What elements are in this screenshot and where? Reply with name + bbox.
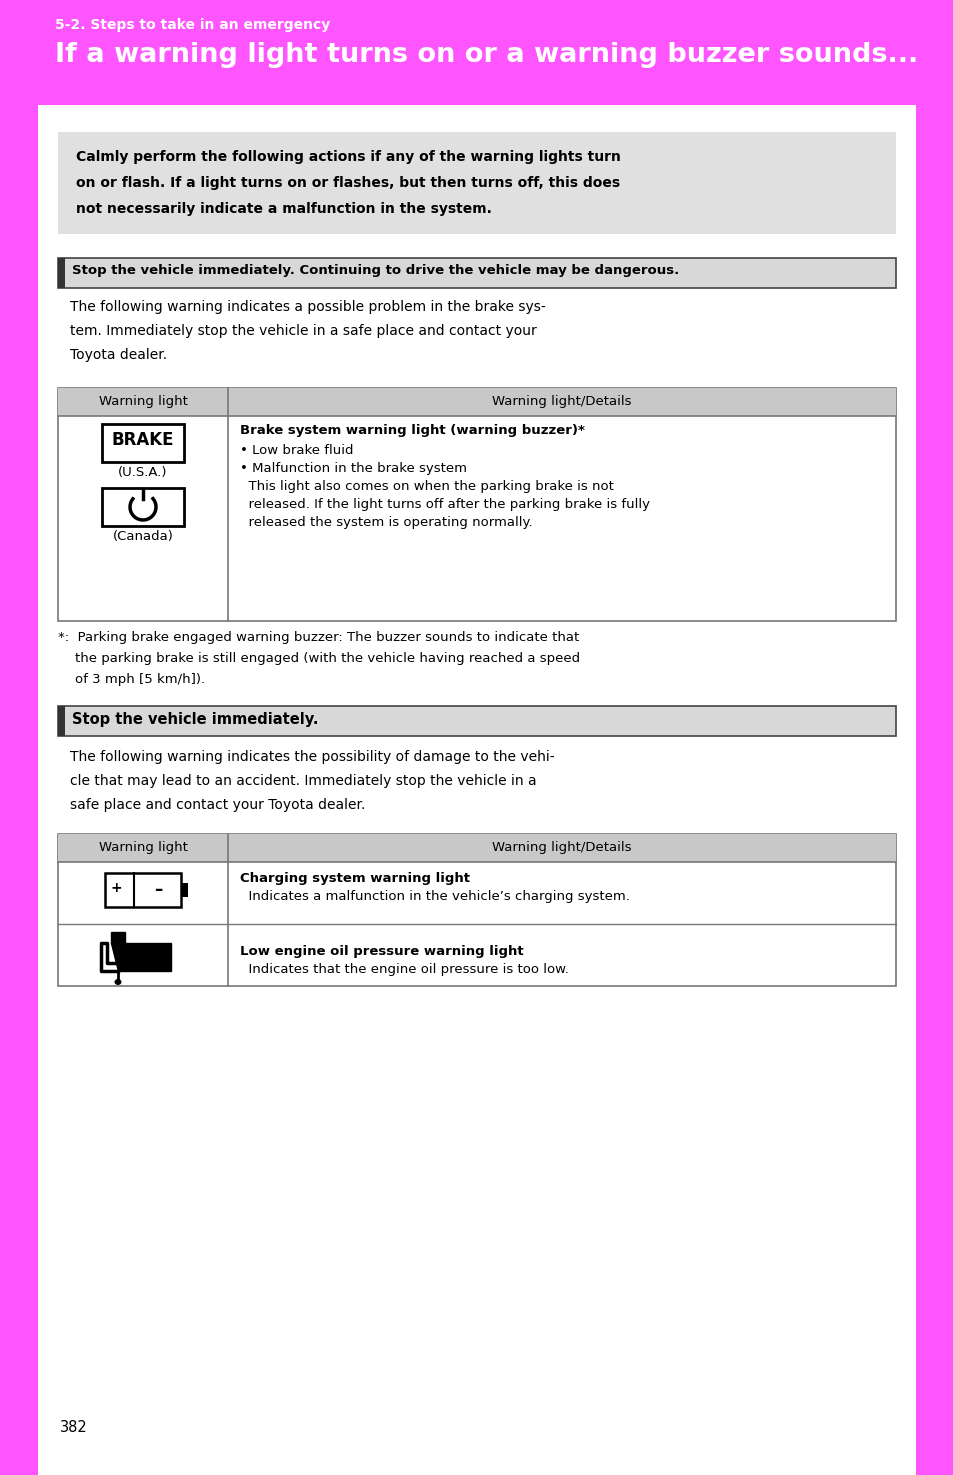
Bar — [0, 105, 38, 1475]
Bar — [58, 388, 895, 416]
Bar — [58, 833, 895, 985]
Text: Warning light/Details: Warning light/Details — [492, 395, 631, 409]
Text: 382: 382 — [60, 1420, 88, 1435]
Text: Stop the vehicle immediately. Continuing to drive the vehicle may be dangerous.: Stop the vehicle immediately. Continuing… — [71, 264, 679, 277]
Text: –: – — [154, 881, 162, 898]
Bar — [102, 423, 184, 462]
Bar — [58, 388, 895, 621]
Text: Stop the vehicle immediately.: Stop the vehicle immediately. — [71, 712, 318, 727]
Text: Warning light/Details: Warning light/Details — [492, 841, 631, 854]
Text: (U.S.A.): (U.S.A.) — [118, 466, 168, 479]
Bar — [58, 258, 895, 288]
Text: Indicates that the engine oil pressure is too low.: Indicates that the engine oil pressure i… — [240, 963, 568, 976]
Bar — [58, 833, 895, 861]
Bar — [0, 0, 953, 105]
Text: tem. Immediately stop the vehicle in a safe place and contact your: tem. Immediately stop the vehicle in a s… — [70, 324, 537, 338]
Bar — [102, 488, 184, 527]
Text: released the system is operating normally.: released the system is operating normall… — [240, 516, 532, 530]
Text: • Malfunction in the brake system: • Malfunction in the brake system — [240, 462, 467, 475]
Text: of 3 mph [5 km/h]).: of 3 mph [5 km/h]). — [58, 673, 205, 686]
Text: The following warning indicates the possibility of damage to the vehi-: The following warning indicates the poss… — [70, 749, 554, 764]
Text: • Low brake fluid: • Low brake fluid — [240, 444, 354, 457]
Text: This light also comes on when the parking brake is not: This light also comes on when the parkin… — [240, 479, 613, 493]
Text: on or flash. If a light turns on or flashes, but then turns off, this does: on or flash. If a light turns on or flas… — [76, 176, 619, 190]
Polygon shape — [111, 932, 125, 943]
Text: safe place and contact your Toyota dealer.: safe place and contact your Toyota deale… — [70, 798, 365, 813]
Text: *:  Parking brake engaged warning buzzer: The buzzer sounds to indicate that: *: Parking brake engaged warning buzzer:… — [58, 631, 578, 645]
Text: not necessarily indicate a malfunction in the system.: not necessarily indicate a malfunction i… — [76, 202, 492, 215]
Bar — [58, 131, 895, 235]
Ellipse shape — [114, 979, 121, 985]
Text: The following warning indicates a possible problem in the brake sys-: The following warning indicates a possib… — [70, 299, 545, 314]
Text: Warning light: Warning light — [98, 395, 187, 409]
Text: Toyota dealer.: Toyota dealer. — [70, 348, 167, 361]
Bar — [181, 884, 188, 897]
Text: Brake system warning light (warning buzzer)*: Brake system warning light (warning buzz… — [240, 423, 584, 437]
Bar — [58, 707, 895, 736]
Text: Warning light: Warning light — [98, 841, 187, 854]
Text: Low engine oil pressure warning light: Low engine oil pressure warning light — [240, 945, 523, 957]
Text: the parking brake is still engaged (with the vehicle having reached a speed: the parking brake is still engaged (with… — [58, 652, 579, 665]
Bar — [58, 258, 65, 288]
Text: 5-2. Steps to take in an emergency: 5-2. Steps to take in an emergency — [55, 18, 330, 32]
Bar — [105, 873, 181, 907]
Text: BRAKE: BRAKE — [112, 431, 174, 448]
Polygon shape — [111, 943, 171, 971]
Text: released. If the light turns off after the parking brake is fully: released. If the light turns off after t… — [240, 499, 649, 510]
Text: Indicates a malfunction in the vehicle’s charging system.: Indicates a malfunction in the vehicle’s… — [240, 889, 629, 903]
Text: (Canada): (Canada) — [112, 530, 173, 543]
Text: Calmly perform the following actions if any of the warning lights turn: Calmly perform the following actions if … — [76, 150, 620, 164]
Bar — [915, 105, 953, 1475]
Text: +: + — [111, 881, 122, 895]
Text: If a warning light turns on or a warning buzzer sounds...: If a warning light turns on or a warning… — [55, 41, 918, 68]
Text: cle that may lead to an accident. Immediately stop the vehicle in a: cle that may lead to an accident. Immedi… — [70, 774, 536, 788]
Text: Charging system warning light: Charging system warning light — [240, 872, 470, 885]
Bar — [58, 707, 65, 736]
